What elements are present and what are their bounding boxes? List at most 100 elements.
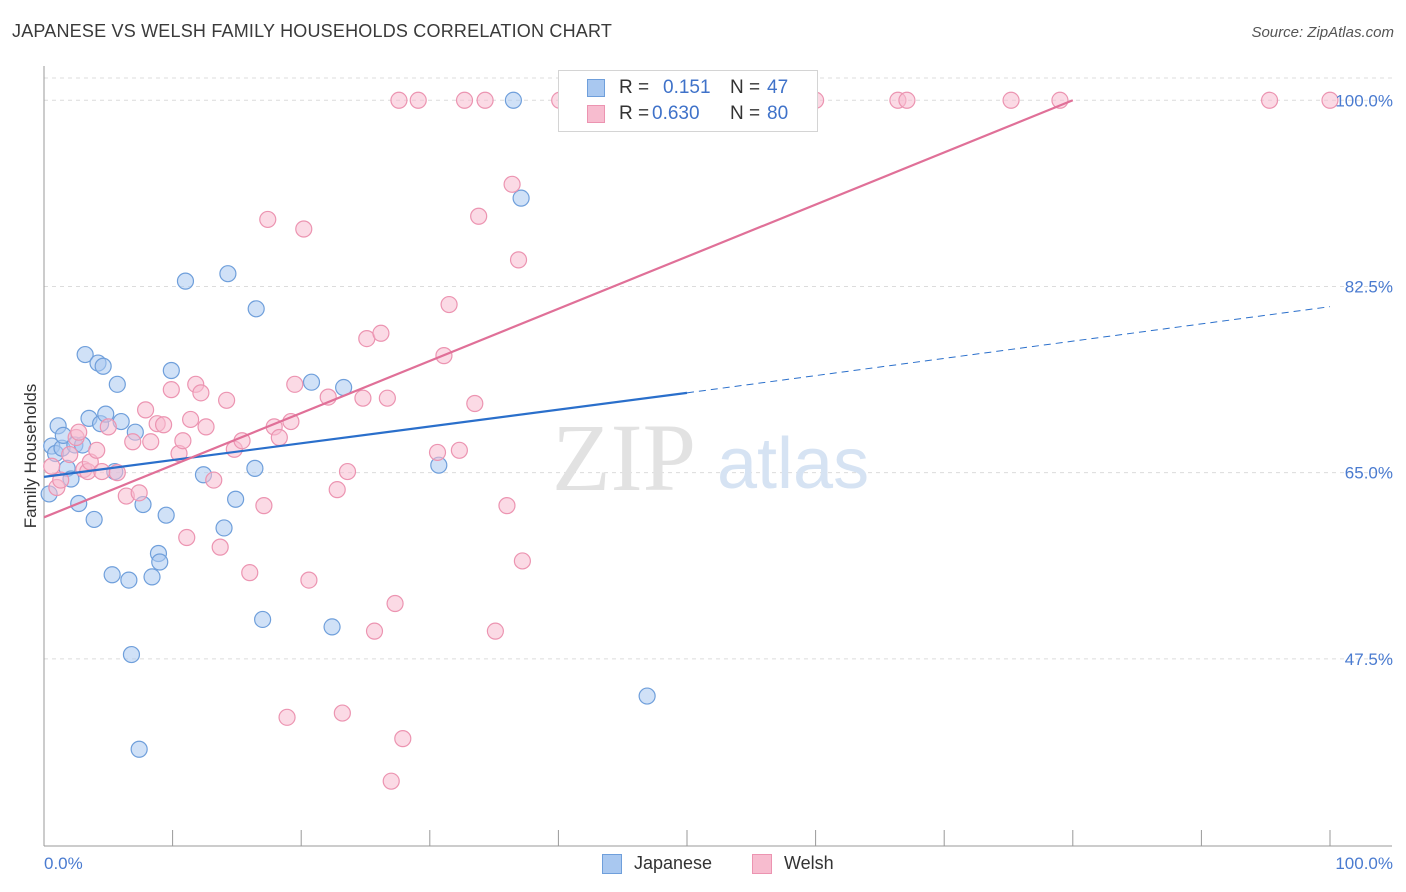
bottom-legend-label-japanese: Japanese	[634, 853, 713, 873]
y-tick-label: 100.0%	[1335, 91, 1393, 110]
welsh-point	[394, 730, 412, 748]
japanese-point	[76, 345, 94, 364]
japanese-point	[638, 687, 656, 705]
welsh-point	[503, 175, 521, 193]
welsh-point	[378, 389, 396, 407]
legend-r-value: 0.151	[663, 77, 711, 98]
welsh-point	[1321, 91, 1339, 109]
japanese-point	[130, 740, 148, 758]
welsh-point	[1002, 91, 1020, 109]
y-tick-label: 65.0%	[1345, 464, 1393, 483]
welsh-point	[476, 91, 494, 109]
legend-n-label: N =	[730, 77, 761, 98]
welsh-point	[498, 497, 516, 515]
trend-line-japanese	[43, 391, 688, 478]
welsh-point	[211, 538, 229, 556]
welsh-point	[93, 462, 111, 481]
y-axis-title: Family Households	[21, 384, 40, 529]
welsh-point	[70, 423, 88, 441]
watermark: ZIP atlas	[552, 404, 869, 511]
legend-n-value: 47	[767, 77, 789, 98]
welsh-point	[1260, 91, 1279, 109]
welsh-point	[513, 552, 531, 570]
welsh-point	[162, 381, 180, 399]
welsh-point	[466, 394, 484, 413]
welsh-point	[192, 384, 210, 402]
welsh-point	[450, 441, 468, 459]
series-welsh-points	[43, 91, 1339, 790]
japanese-point	[157, 506, 175, 524]
welsh-point	[255, 497, 273, 515]
welsh-point	[409, 91, 427, 109]
welsh-point	[390, 91, 408, 109]
trend-line-welsh	[43, 99, 1074, 519]
welsh-point	[142, 433, 160, 451]
y-tick-label: 82.5%	[1345, 277, 1393, 296]
welsh-point	[124, 433, 142, 451]
bottom-legend-swatch-welsh	[752, 854, 772, 874]
japanese-point	[215, 519, 233, 537]
y-tick-label: 47.5%	[1345, 650, 1393, 669]
welsh-point	[99, 418, 117, 436]
welsh-point	[470, 207, 488, 225]
welsh-point	[382, 772, 400, 790]
japanese-point	[512, 189, 530, 207]
legend-box: R = 0.151 N = 47 R = 0.630 N = 80	[558, 70, 818, 132]
japanese-point	[246, 459, 264, 477]
legend-swatch-japanese	[587, 79, 605, 97]
japanese-point	[85, 510, 103, 529]
welsh-point	[178, 528, 196, 547]
japanese-point	[504, 91, 522, 109]
japanese-point	[302, 373, 321, 391]
welsh-point	[154, 416, 173, 434]
legend-r-label: R =	[619, 103, 650, 124]
y-tick-labels: 47.5% 65.0% 82.5% 100.0%	[1335, 91, 1393, 669]
welsh-point	[440, 295, 458, 314]
welsh-point	[455, 91, 474, 109]
japanese-point	[122, 645, 141, 664]
welsh-point	[136, 401, 155, 419]
welsh-point	[286, 375, 304, 393]
legend-swatch-welsh	[587, 105, 605, 123]
welsh-point	[486, 622, 504, 640]
welsh-point	[130, 484, 148, 502]
welsh-point	[197, 418, 215, 436]
legend-n-value: 80	[767, 103, 789, 124]
chart-title: JAPANESE VS WELSH FAMILY HOUSEHOLDS CORR…	[12, 21, 613, 41]
welsh-point	[898, 91, 916, 109]
japanese-point	[103, 566, 121, 584]
source-label: Source: ZipAtlas.com	[1251, 24, 1394, 41]
welsh-point	[205, 471, 223, 489]
japanese-point	[247, 300, 265, 318]
watermark-zip: ZIP	[552, 404, 696, 511]
welsh-point	[270, 428, 288, 447]
trend-line-japanese-extension	[686, 306, 1331, 394]
watermark-atlas: atlas	[717, 424, 869, 504]
welsh-point	[278, 708, 296, 726]
x-tick-label-min: 0.0%	[44, 854, 83, 873]
welsh-point	[61, 445, 79, 464]
welsh-point	[43, 457, 61, 475]
x-tick-label-max: 100.0%	[1335, 854, 1393, 873]
japanese-point	[143, 568, 161, 586]
japanese-point	[151, 553, 169, 571]
welsh-point	[372, 324, 390, 342]
welsh-point	[88, 441, 106, 459]
legend-r-label: R =	[619, 77, 650, 98]
bottom-legend-swatch-japanese	[602, 854, 622, 874]
bottom-legend-label-welsh: Welsh	[784, 853, 834, 873]
japanese-point	[108, 375, 126, 393]
legend-n-label: N =	[730, 103, 761, 124]
japanese-point	[254, 610, 272, 629]
welsh-point	[328, 481, 346, 499]
japanese-point	[162, 361, 180, 380]
welsh-point	[333, 704, 351, 722]
axes	[43, 66, 1392, 847]
trend-lines	[43, 99, 1331, 519]
japanese-point	[94, 357, 112, 375]
japanese-point	[219, 265, 237, 283]
welsh-point	[182, 410, 200, 429]
japanese-point	[176, 272, 195, 290]
japanese-point	[120, 571, 138, 589]
